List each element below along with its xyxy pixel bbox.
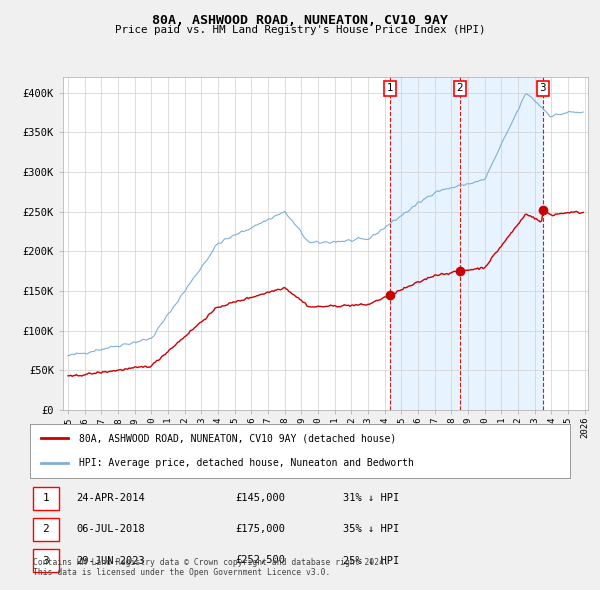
- Text: 06-JUL-2018: 06-JUL-2018: [76, 525, 145, 534]
- Text: HPI: Average price, detached house, Nuneaton and Bedworth: HPI: Average price, detached house, Nune…: [79, 458, 413, 468]
- Text: 2: 2: [457, 83, 463, 93]
- Text: Contains HM Land Registry data © Crown copyright and database right 2024.
This d: Contains HM Land Registry data © Crown c…: [33, 558, 389, 577]
- FancyBboxPatch shape: [33, 518, 59, 541]
- Text: 80A, ASHWOOD ROAD, NUNEATON, CV10 9AY (detached house): 80A, ASHWOOD ROAD, NUNEATON, CV10 9AY (d…: [79, 433, 396, 443]
- FancyBboxPatch shape: [33, 487, 59, 510]
- Text: 31% ↓ HPI: 31% ↓ HPI: [343, 493, 400, 503]
- Text: 35% ↓ HPI: 35% ↓ HPI: [343, 525, 400, 534]
- Text: £145,000: £145,000: [235, 493, 285, 503]
- Text: 3: 3: [539, 83, 546, 93]
- Text: 29-JUN-2023: 29-JUN-2023: [76, 556, 145, 565]
- Text: Price paid vs. HM Land Registry's House Price Index (HPI): Price paid vs. HM Land Registry's House …: [115, 25, 485, 35]
- Text: 1: 1: [386, 83, 393, 93]
- Text: 1: 1: [42, 493, 49, 503]
- Text: 3: 3: [42, 556, 49, 565]
- Bar: [390, 77, 543, 410]
- Text: £175,000: £175,000: [235, 525, 285, 534]
- Text: 24-APR-2014: 24-APR-2014: [76, 493, 145, 503]
- Text: 25% ↓ HPI: 25% ↓ HPI: [343, 556, 400, 565]
- Text: 2: 2: [42, 525, 49, 534]
- Text: 80A, ASHWOOD ROAD, NUNEATON, CV10 9AY: 80A, ASHWOOD ROAD, NUNEATON, CV10 9AY: [152, 14, 448, 27]
- Text: £252,500: £252,500: [235, 556, 285, 565]
- FancyBboxPatch shape: [33, 549, 59, 572]
